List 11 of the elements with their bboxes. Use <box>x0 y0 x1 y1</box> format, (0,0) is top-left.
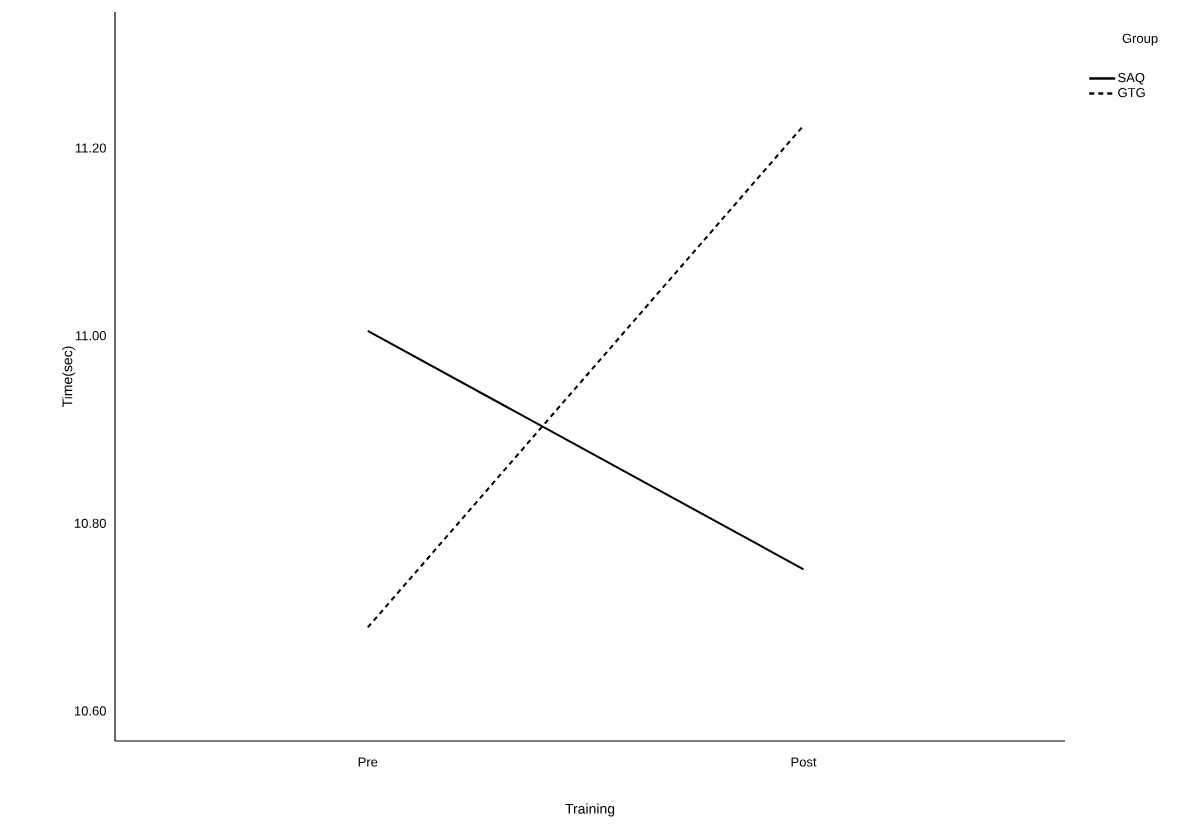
x-tick-label: Post <box>791 757 817 767</box>
y-tick-label: 11.20 <box>75 143 106 153</box>
legend-title: Group <box>1122 33 1158 46</box>
x-axis-title: Training <box>565 803 615 817</box>
y-axis-title: Time(sec) <box>62 346 76 408</box>
y-tick-label: 10.80 <box>74 518 106 528</box>
x-tick-label: Pre <box>358 757 378 767</box>
y-tick-label: 11.00 <box>75 331 106 341</box>
legend-label: SAQ <box>1118 72 1145 85</box>
legend-label: GTG <box>1118 87 1145 98</box>
y-tick-label: 10.60 <box>74 706 106 716</box>
